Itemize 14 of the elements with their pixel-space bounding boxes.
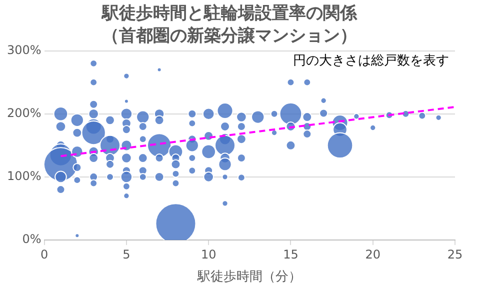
y-tick-label: 200% (6, 106, 42, 120)
y-tick-label: 0% (22, 232, 42, 246)
x-tick-label: 5 (122, 247, 130, 262)
x-axis-title: 駅徒歩時間（分） (196, 270, 302, 285)
x-tick-label: 25 (447, 247, 463, 262)
annotation: 円の大きさは総戸数を表す (293, 54, 449, 69)
x-tick-label: 10 (200, 247, 216, 262)
x-tick-label: 15 (283, 247, 298, 262)
x-tick-label: 20 (365, 247, 380, 262)
y-tick-label: 300% (6, 42, 42, 57)
chart-subtitle: （首都圏の新築分譲マンション） (102, 26, 357, 46)
y-tick-label: 100% (6, 169, 42, 184)
x-tick-label: 0 (40, 247, 48, 262)
chart-title: 駅徒歩時間と駐輪場設置率の関係 (101, 4, 358, 24)
